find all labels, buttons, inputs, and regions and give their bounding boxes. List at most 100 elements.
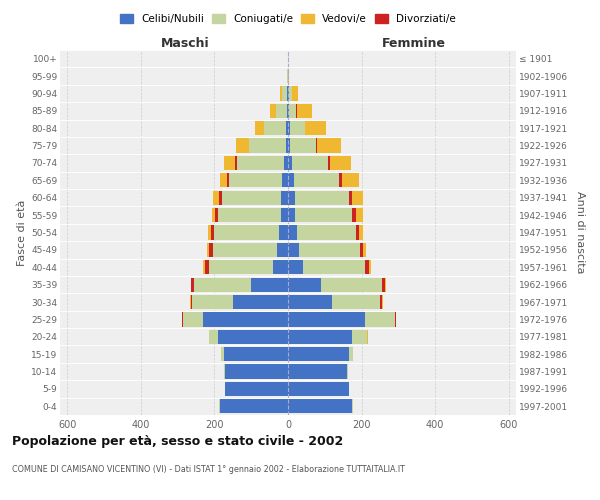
Bar bbox=[271, 104, 276, 118]
Bar bbox=[288, 312, 365, 326]
Bar bbox=[183, 312, 203, 326]
Bar bbox=[356, 208, 364, 222]
Bar bbox=[360, 243, 362, 257]
Bar bbox=[283, 173, 288, 188]
Text: Maschi: Maschi bbox=[161, 37, 210, 50]
Bar bbox=[227, 173, 229, 188]
Bar bbox=[299, 243, 360, 257]
Bar bbox=[365, 260, 369, 274]
Bar bbox=[222, 190, 281, 205]
Bar bbox=[215, 208, 218, 222]
Bar bbox=[211, 226, 214, 239]
Bar bbox=[224, 156, 235, 170]
Bar bbox=[229, 173, 283, 188]
Bar bbox=[225, 382, 226, 396]
Bar bbox=[295, 208, 352, 222]
Bar bbox=[352, 399, 353, 413]
Bar bbox=[288, 138, 290, 152]
Bar bbox=[235, 156, 236, 170]
Bar bbox=[288, 295, 332, 309]
Bar bbox=[182, 312, 183, 326]
Bar bbox=[343, 173, 359, 188]
Bar bbox=[317, 138, 341, 152]
Bar bbox=[352, 190, 362, 205]
Y-axis label: Anni di nascita: Anni di nascita bbox=[575, 191, 584, 274]
Bar bbox=[226, 364, 288, 378]
Bar bbox=[287, 69, 288, 83]
Bar bbox=[236, 138, 248, 152]
Bar bbox=[352, 208, 356, 222]
Bar bbox=[282, 86, 287, 101]
Bar bbox=[395, 312, 396, 326]
Bar bbox=[340, 173, 343, 188]
Bar bbox=[209, 330, 218, 344]
Bar bbox=[287, 104, 288, 118]
Bar bbox=[332, 295, 380, 309]
Bar bbox=[236, 156, 284, 170]
Bar bbox=[212, 208, 215, 222]
Bar bbox=[297, 226, 356, 239]
Bar bbox=[330, 156, 350, 170]
Bar bbox=[288, 190, 295, 205]
Bar bbox=[203, 260, 205, 274]
Bar bbox=[305, 121, 326, 136]
Bar bbox=[359, 226, 364, 239]
Bar bbox=[219, 399, 220, 413]
Bar bbox=[385, 278, 386, 292]
Bar bbox=[289, 86, 292, 101]
Bar bbox=[226, 382, 288, 396]
Text: Femmine: Femmine bbox=[382, 37, 445, 50]
Bar bbox=[284, 156, 288, 170]
Bar bbox=[281, 190, 288, 205]
Bar bbox=[254, 121, 264, 136]
Bar bbox=[279, 226, 288, 239]
Bar bbox=[382, 295, 383, 309]
Bar bbox=[205, 260, 209, 274]
Bar bbox=[207, 243, 209, 257]
Bar bbox=[280, 86, 282, 101]
Bar bbox=[281, 208, 288, 222]
Bar bbox=[194, 278, 251, 292]
Bar bbox=[214, 226, 279, 239]
Bar bbox=[220, 399, 288, 413]
Bar bbox=[287, 86, 288, 101]
Bar bbox=[212, 243, 277, 257]
Bar bbox=[290, 121, 305, 136]
Bar bbox=[356, 226, 359, 239]
Bar bbox=[251, 278, 288, 292]
Bar bbox=[316, 138, 317, 152]
Bar bbox=[321, 278, 382, 292]
Bar bbox=[369, 260, 371, 274]
Bar bbox=[209, 243, 212, 257]
Bar bbox=[295, 190, 349, 205]
Bar bbox=[218, 330, 288, 344]
Bar bbox=[382, 278, 385, 292]
Bar bbox=[288, 173, 293, 188]
Bar bbox=[292, 156, 328, 170]
Bar bbox=[203, 312, 288, 326]
Bar bbox=[233, 295, 288, 309]
Y-axis label: Fasce di età: Fasce di età bbox=[17, 200, 27, 266]
Bar bbox=[277, 243, 288, 257]
Bar bbox=[288, 208, 295, 222]
Bar bbox=[220, 173, 227, 188]
Bar bbox=[191, 278, 194, 292]
Bar bbox=[349, 347, 353, 362]
Bar bbox=[219, 190, 222, 205]
Bar bbox=[191, 295, 193, 309]
Bar bbox=[264, 121, 286, 136]
Bar bbox=[273, 260, 288, 274]
Bar bbox=[286, 121, 288, 136]
Bar bbox=[276, 104, 287, 118]
Legend: Celibi/Nubili, Coniugati/e, Vedovi/e, Divorziati/e: Celibi/Nubili, Coniugati/e, Vedovi/e, Di… bbox=[116, 10, 460, 29]
Bar bbox=[250, 138, 286, 152]
Bar bbox=[288, 243, 299, 257]
Bar bbox=[288, 399, 352, 413]
Bar bbox=[288, 330, 352, 344]
Bar bbox=[288, 364, 347, 378]
Bar bbox=[288, 278, 321, 292]
Bar bbox=[293, 173, 340, 188]
Bar bbox=[347, 364, 348, 378]
Text: COMUNE DI CAMISANO VICENTINO (VI) - Dati ISTAT 1° gennaio 2002 - Elaborazione TU: COMUNE DI CAMISANO VICENTINO (VI) - Dati… bbox=[12, 465, 405, 474]
Bar bbox=[288, 121, 290, 136]
